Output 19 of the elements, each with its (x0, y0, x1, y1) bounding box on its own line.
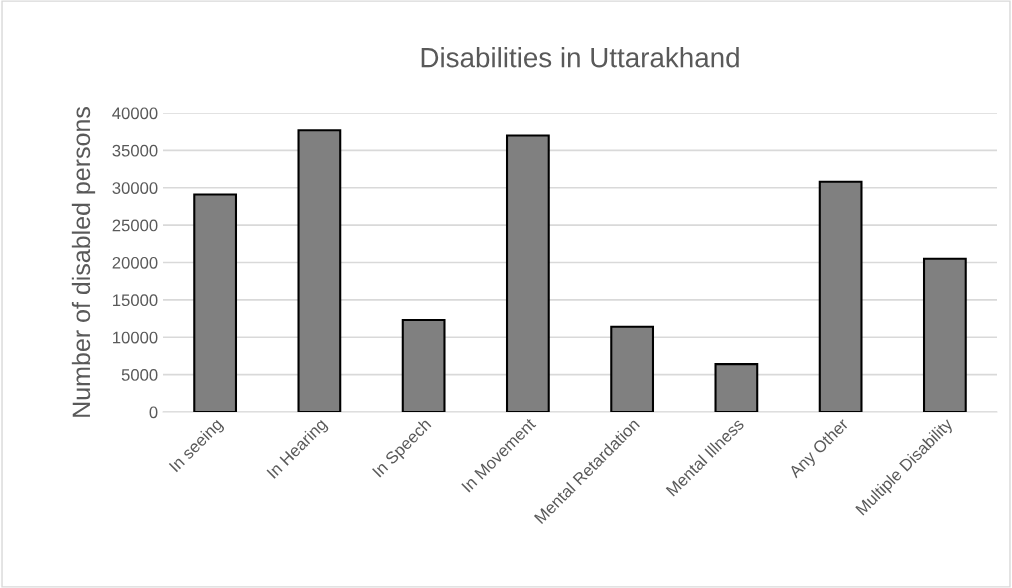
y-tick-label: 0 (149, 406, 158, 419)
bar (922, 257, 967, 412)
bar (714, 363, 759, 412)
bar (297, 129, 342, 412)
bar (505, 134, 550, 412)
y-tick-label: 10000 (113, 331, 158, 344)
y-tick-label: 30000 (112, 182, 158, 194)
y-tick-label: 15000 (113, 294, 158, 307)
bar (401, 319, 446, 412)
bar (193, 193, 238, 412)
y-tick-label: 25000 (112, 219, 158, 232)
y-tick-label: 35000 (112, 144, 158, 157)
chart-title: Disabilities in Uttarakhand (421, 47, 739, 68)
y-axis-title: Number of disabled persons (71, 107, 96, 417)
y-tick-label: 20000 (112, 256, 158, 269)
y-tick-label: 5000 (121, 369, 158, 381)
bar (818, 180, 863, 412)
y-tick-label: 40000 (112, 107, 158, 120)
bar (610, 325, 655, 412)
